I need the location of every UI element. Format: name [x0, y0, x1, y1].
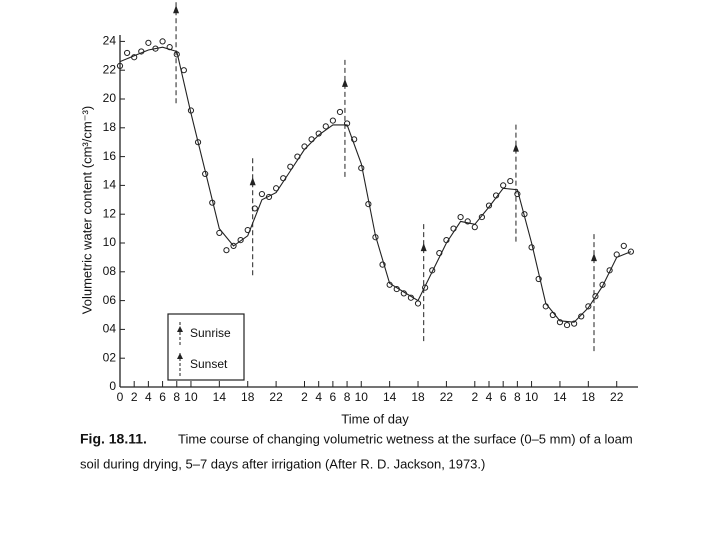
x-tick-label: 14 [553, 390, 567, 404]
y-tick-label: 18 [103, 120, 117, 134]
data-point [223, 247, 230, 254]
y-tick-label: 24 [103, 34, 117, 48]
data-point [535, 275, 542, 283]
x-tick-label: 14 [383, 390, 397, 404]
x-tick-label: 6 [159, 390, 166, 404]
data-point [556, 319, 564, 326]
legend-sunset: Sunset [190, 357, 228, 371]
sunset-arrow [591, 253, 598, 262]
x-tick-label: 2 [131, 390, 138, 404]
data-point [507, 177, 514, 185]
sunrise-arrow [173, 5, 180, 14]
x-tick-label: 10 [525, 390, 539, 404]
x-tick-label: 10 [355, 390, 369, 404]
data-point [585, 303, 592, 310]
x-tick-label: 6 [330, 390, 337, 404]
data-point [571, 320, 578, 327]
data-point [336, 108, 344, 116]
x-tick-label: 18 [411, 390, 425, 404]
data-point [500, 182, 507, 189]
data-point [159, 38, 166, 45]
x-tick-label: 4 [145, 390, 152, 404]
x-tick-label: 8 [514, 390, 521, 404]
x-tick-label: 4 [315, 390, 322, 404]
data-point [123, 49, 131, 57]
sunset-arrow [420, 243, 427, 252]
x-tick-label: 2 [301, 390, 308, 404]
data-point [216, 229, 223, 237]
fit-line [119, 46, 632, 323]
data-point [351, 136, 358, 143]
y-axis-label: Volumetric water content (cm³/cm⁻³) [79, 106, 94, 314]
x-tick-label: 18 [582, 390, 596, 404]
y-tick-label: 10 [103, 235, 117, 249]
data-point [592, 293, 599, 300]
x-tick-label: 8 [173, 390, 180, 404]
sunset-arrow [249, 177, 256, 186]
y-tick-label: 16 [103, 149, 117, 163]
sunrise-arrow [512, 143, 519, 152]
data-point [145, 39, 152, 46]
data-point [194, 139, 202, 146]
data-point [379, 261, 386, 268]
data-point [578, 313, 585, 320]
x-tick-label: 18 [241, 390, 255, 404]
legend-sunrise: Sunrise [190, 326, 231, 340]
y-tick-label: 20 [103, 91, 117, 105]
data-point [563, 321, 571, 329]
caption-label: Fig. 18.11. [80, 431, 147, 447]
legend-box [167, 313, 245, 381]
sunrise-arrow [341, 78, 348, 87]
data-point [599, 281, 606, 288]
y-tick-label: 0 [109, 379, 116, 393]
x-tick-label: 10 [184, 390, 198, 404]
caption-text: Time course of changing volumetric wetne… [178, 431, 633, 446]
data-point [457, 213, 464, 221]
legend-sunrise-arrow [177, 326, 183, 332]
data-point [478, 213, 485, 221]
data-point [230, 242, 237, 249]
y-tick-label: 06 [103, 293, 117, 307]
y-tick-label: 08 [103, 264, 117, 278]
x-axis-label: Time of day [341, 411, 409, 426]
data-point [414, 300, 422, 307]
y-tick-label: 14 [103, 178, 117, 192]
x-tick-label: 0 [117, 390, 124, 404]
data-point [322, 123, 329, 130]
x-tick-label: 6 [500, 390, 507, 404]
x-tick-label: 14 [213, 390, 227, 404]
x-tick-label: 22 [440, 390, 454, 404]
y-tick-label: 04 [103, 322, 117, 336]
data-point [627, 248, 635, 255]
caption-text: soil during drying, 5–7 days after irrig… [80, 456, 485, 471]
data-point [471, 224, 478, 231]
y-tick-label: 12 [103, 206, 117, 220]
x-tick-label: 22 [269, 390, 283, 404]
y-tick-label: 02 [103, 350, 117, 364]
data-point [620, 242, 627, 249]
data-point [237, 237, 244, 244]
legend-sunset-arrow [177, 353, 183, 359]
x-tick-label: 22 [610, 390, 624, 404]
x-tick-label: 4 [486, 390, 493, 404]
data-point [116, 62, 124, 69]
data-point [258, 190, 266, 198]
data-point [329, 117, 336, 124]
data-point [485, 202, 493, 209]
x-tick-label: 8 [344, 390, 351, 404]
y-tick-label: 22 [103, 62, 117, 76]
x-tick-label: 2 [471, 390, 478, 404]
data-point [464, 218, 471, 225]
